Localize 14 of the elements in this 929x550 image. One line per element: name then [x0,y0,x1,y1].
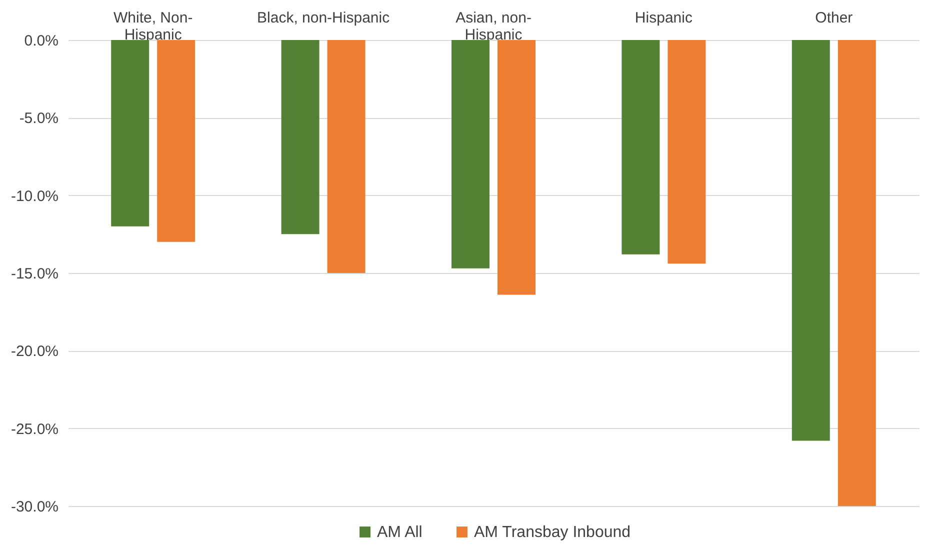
x-tick-label: Asian, non- Hispanic [456,10,532,44]
y-tick-label: -10.0% [10,188,58,205]
x-tick-label: Black, non-Hispanic [257,10,390,26]
legend-label: AM Transbay Inbound [474,524,631,541]
y-tick-label: -20.0% [10,343,58,360]
x-tick-label: Other [815,10,853,26]
legend-label: AM All [377,524,422,541]
y-tick-label: -5.0% [19,110,58,128]
y-tick-label: 0.0% [24,32,58,50]
y-tick-label: -30.0% [10,498,58,516]
x-tick-label: White, Non- Hispanic [114,10,193,44]
x-tick-label: Hispanic [634,10,693,26]
y-tick-label: -25.0% [10,420,58,438]
y-tick-label: -15.0% [10,266,58,282]
